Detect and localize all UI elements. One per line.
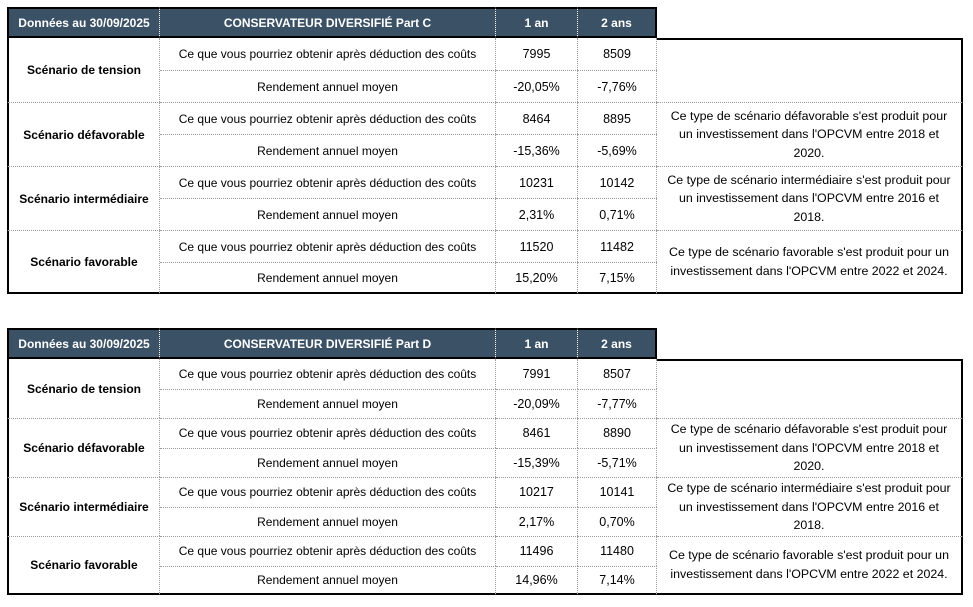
metric-return-label: Rendement annuel moyen (160, 388, 496, 418)
value-defavorable-return-1an: -15,36% (496, 134, 578, 166)
value-defavorable-return-1an: -15,39% (496, 447, 578, 477)
scenarios-table-part-c: Données au 30/09/2025 CONSERVATEUR DIVER… (7, 7, 963, 294)
value-intermediaire-return-2ans: 0,70% (578, 506, 657, 536)
value-defavorable-obtain-1an: 8461 (496, 418, 578, 448)
metric-obtain-label: Ce que vous pourriez obtenir après déduc… (160, 230, 496, 262)
metric-return-label: Rendement annuel moyen (160, 447, 496, 477)
scenario-label-defavorable: Scénario défavorable (7, 418, 160, 477)
value-favorable-return-1an: 14,96% (496, 565, 578, 595)
value-tension-obtain-1an: 7991 (496, 359, 578, 389)
value-favorable-obtain-2ans: 11482 (578, 230, 657, 262)
value-defavorable-return-2ans: -5,69% (578, 134, 657, 166)
note-tension-empty (657, 38, 963, 102)
value-intermediaire-obtain-2ans: 10142 (578, 166, 657, 198)
value-favorable-obtain-1an: 11496 (496, 536, 578, 566)
note-intermediaire: Ce type de scénario intermédiaire s'est … (657, 477, 963, 536)
note-tension-empty (657, 359, 963, 418)
metric-return-label: Rendement annuel moyen (160, 198, 496, 230)
header-date: Données au 30/09/2025 (7, 328, 160, 359)
value-tension-return-2ans: -7,76% (578, 70, 657, 102)
header-spacer (657, 7, 963, 38)
metric-return-label: Rendement annuel moyen (160, 70, 496, 102)
metric-obtain-label: Ce que vous pourriez obtenir après déduc… (160, 166, 496, 198)
header-spacer (657, 328, 963, 359)
value-tension-return-1an: -20,09% (496, 388, 578, 418)
value-defavorable-return-2ans: -5,71% (578, 447, 657, 477)
value-defavorable-obtain-1an: 8464 (496, 102, 578, 134)
value-intermediaire-obtain-2ans: 10141 (578, 477, 657, 507)
scenario-label-defavorable: Scénario défavorable (7, 102, 160, 166)
value-favorable-obtain-1an: 11520 (496, 230, 578, 262)
metric-return-label: Rendement annuel moyen (160, 134, 496, 166)
metric-obtain-label: Ce que vous pourriez obtenir après déduc… (160, 102, 496, 134)
metric-obtain-label: Ce que vous pourriez obtenir après déduc… (160, 477, 496, 507)
metric-obtain-label: Ce que vous pourriez obtenir après déduc… (160, 418, 496, 448)
header-col-1an: 1 an (496, 328, 578, 359)
value-defavorable-obtain-2ans: 8895 (578, 102, 657, 134)
note-favorable: Ce type de scénario favorable s'est prod… (657, 536, 963, 595)
scenarios-table-part-d: Données au 30/09/2025 CONSERVATEUR DIVER… (7, 328, 963, 595)
scenario-label-tension: Scénario de tension (7, 359, 160, 418)
metric-return-label: Rendement annuel moyen (160, 565, 496, 595)
note-defavorable: Ce type de scénario défavorable s'est pr… (657, 102, 963, 166)
value-defavorable-obtain-2ans: 8890 (578, 418, 657, 448)
value-tension-return-1an: -20,05% (496, 70, 578, 102)
value-intermediaire-return-2ans: 0,71% (578, 198, 657, 230)
value-tension-obtain-2ans: 8507 (578, 359, 657, 389)
header-fund-title: CONSERVATEUR DIVERSIFIÉ Part C (160, 7, 496, 38)
note-defavorable: Ce type de scénario défavorable s'est pr… (657, 418, 963, 477)
scenario-label-favorable: Scénario favorable (7, 536, 160, 595)
value-tension-obtain-2ans: 8509 (578, 38, 657, 70)
metric-obtain-label: Ce que vous pourriez obtenir après déduc… (160, 359, 496, 389)
header-fund-title: CONSERVATEUR DIVERSIFIÉ Part D (160, 328, 496, 359)
metric-obtain-label: Ce que vous pourriez obtenir après déduc… (160, 38, 496, 70)
value-intermediaire-obtain-1an: 10231 (496, 166, 578, 198)
header-date: Données au 30/09/2025 (7, 7, 160, 38)
metric-obtain-label: Ce que vous pourriez obtenir après déduc… (160, 536, 496, 566)
value-tension-return-2ans: -7,77% (578, 388, 657, 418)
value-intermediaire-obtain-1an: 10217 (496, 477, 578, 507)
note-favorable: Ce type de scénario favorable s'est prod… (657, 230, 963, 294)
value-intermediaire-return-1an: 2,31% (496, 198, 578, 230)
value-intermediaire-return-1an: 2,17% (496, 506, 578, 536)
header-col-2ans: 2 ans (578, 7, 657, 38)
note-intermediaire: Ce type de scénario intermédiaire s'est … (657, 166, 963, 230)
value-favorable-return-2ans: 7,14% (578, 565, 657, 595)
scenario-label-favorable: Scénario favorable (7, 230, 160, 294)
metric-return-label: Rendement annuel moyen (160, 262, 496, 294)
value-favorable-return-2ans: 7,15% (578, 262, 657, 294)
header-col-2ans: 2 ans (578, 328, 657, 359)
scenario-label-intermediaire: Scénario intermédiaire (7, 477, 160, 536)
metric-return-label: Rendement annuel moyen (160, 506, 496, 536)
scenario-label-intermediaire: Scénario intermédiaire (7, 166, 160, 230)
value-tension-obtain-1an: 7995 (496, 38, 578, 70)
header-col-1an: 1 an (496, 7, 578, 38)
value-favorable-obtain-2ans: 11480 (578, 536, 657, 566)
value-favorable-return-1an: 15,20% (496, 262, 578, 294)
scenario-label-tension: Scénario de tension (7, 38, 160, 102)
